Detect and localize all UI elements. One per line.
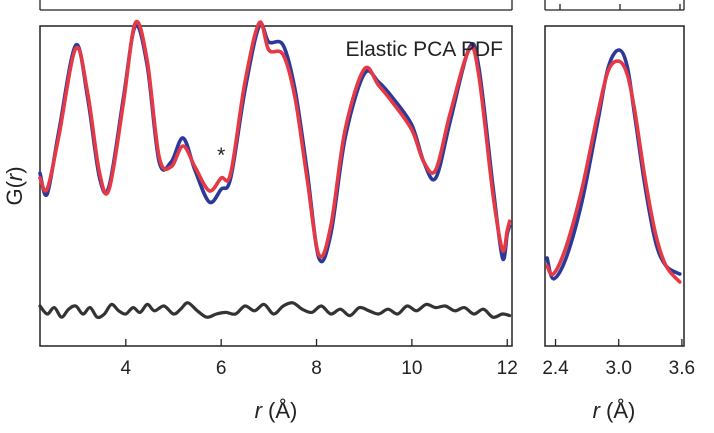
inset-x-axis-label: r (Å)	[593, 398, 636, 423]
main-y-axis-label-close: )	[2, 166, 27, 173]
main-x-axis-label: r (Å)	[255, 398, 298, 423]
inset-x-axis-label-var: r	[593, 398, 602, 423]
main-y-axis-label-var: r	[2, 172, 27, 181]
inset-x-tick-label: 3.0	[606, 358, 632, 379]
inset-tick-layer: 2.4 3.0 3.6	[542, 339, 695, 379]
main-y-axis-label-fn: G(	[2, 180, 27, 205]
main-series-layer	[38, 19, 512, 320]
main-x-tick-label: 4	[121, 358, 132, 379]
inset-series-fit	[545, 59, 682, 284]
inset-panel-frame	[544, 25, 685, 347]
main-y-axis-label: G(r)	[2, 166, 27, 205]
main-x-tick-label: 6	[216, 358, 227, 379]
cropped-inset-top	[544, 0, 685, 11]
main-x-axis-label-var: r	[255, 398, 264, 423]
inset-x-tick-label: 3.6	[669, 358, 695, 379]
inset-x-tick-label: 2.4	[542, 358, 569, 379]
main-x-tick-label: 12	[497, 358, 518, 379]
main-tick-layer: 4 6 8 10 12	[121, 339, 518, 379]
main-panel-frame	[39, 25, 513, 347]
main-annotation: Elastic PCA PDF	[345, 38, 503, 61]
inset-panel: 2.4 3.0 3.6 r (Å)	[542, 25, 695, 423]
main-series-fit	[38, 19, 512, 259]
inset-series-data	[545, 48, 682, 281]
inset-x-axis-label-unit: (Å)	[600, 398, 635, 423]
cropped-panel-top	[39, 0, 513, 11]
main-x-axis-label-unit: (Å)	[262, 398, 297, 423]
main-series-difference	[38, 301, 512, 320]
main-x-tick-label: 8	[311, 358, 322, 379]
main-marker-label: *	[217, 144, 225, 167]
main-x-tick-label: 10	[401, 358, 422, 379]
main-panel: 4 6 8 10 12 Elastic PCA PDF * G(r) r (Å)	[2, 19, 518, 423]
inset-series-layer	[545, 48, 682, 284]
